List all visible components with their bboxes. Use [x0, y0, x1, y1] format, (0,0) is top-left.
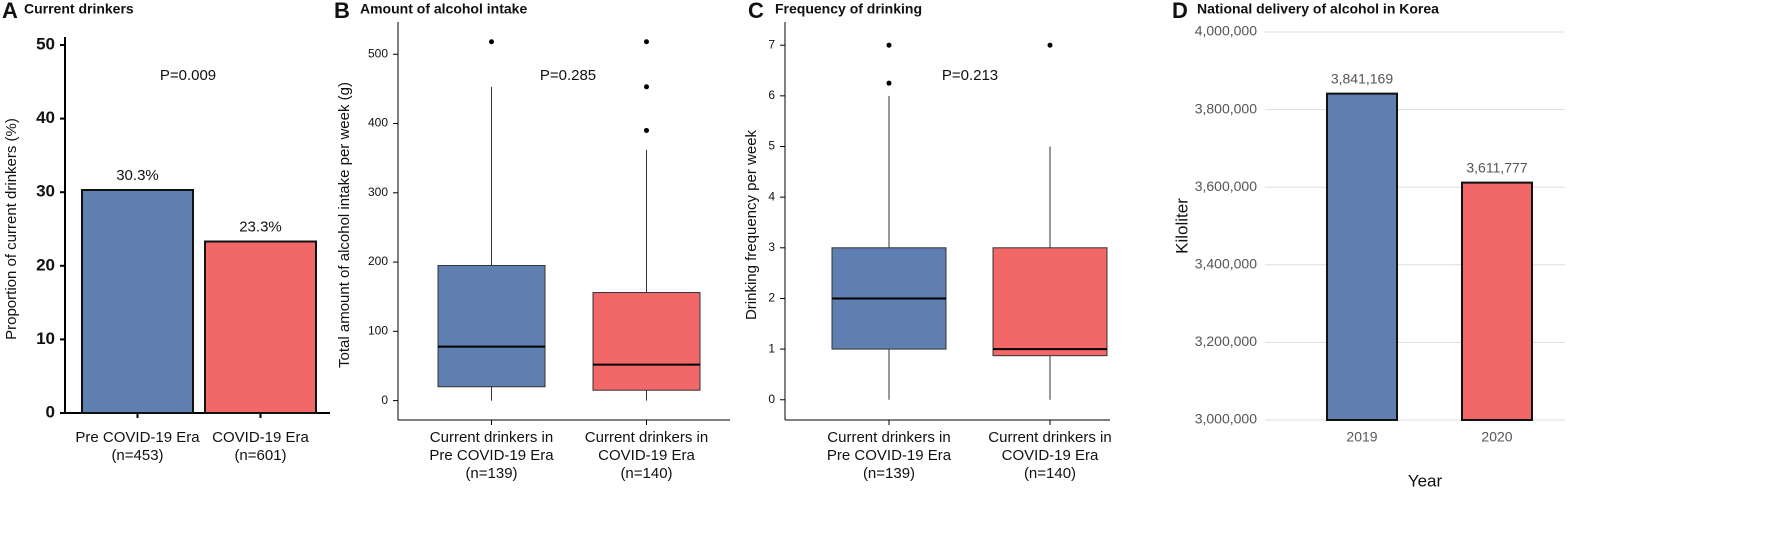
x-tick-label: Pre COVID-19 Era	[75, 429, 200, 446]
x-tick-label: (n=139)	[863, 465, 915, 482]
bar	[1326, 92, 1398, 421]
p-value: P=0.009	[160, 67, 216, 84]
outlier	[644, 127, 649, 133]
panel-letter: C	[748, 0, 764, 23]
x-tick-label: Current drinkers in	[827, 429, 950, 446]
outlier	[489, 39, 494, 45]
value-label: 23.3%	[239, 218, 282, 235]
outlier	[644, 39, 649, 45]
bar	[1461, 181, 1533, 421]
y-tick-label: 0	[46, 402, 55, 421]
y-tick-label: 500	[368, 46, 388, 60]
x-tick-label: Current drinkers in	[988, 429, 1111, 446]
y-tick-label: 5	[768, 139, 775, 153]
x-tick-label: Current drinkers in	[585, 429, 708, 446]
y-tick-label: 20	[36, 255, 55, 274]
x-tick-label: (n=140)	[620, 465, 672, 482]
y-tick-label: 40	[36, 108, 55, 127]
p-value: P=0.213	[942, 67, 998, 84]
y-tick-label: 300	[368, 185, 388, 199]
outlier	[644, 84, 649, 90]
y-tick-label: 4	[768, 189, 775, 203]
y-tick-label: 3,400,000	[1195, 256, 1257, 272]
p-value: P=0.285	[540, 67, 596, 84]
panel-title: Amount of alcohol intake	[360, 1, 527, 17]
x-tick-label: Pre COVID-19 Era	[429, 447, 554, 464]
y-tick-label: 200	[368, 254, 388, 268]
y-axis-label: Kiloliter	[1172, 198, 1191, 254]
y-tick-label: 3,200,000	[1195, 333, 1257, 349]
panel-letter: B	[334, 0, 350, 23]
value-label: 3,611,777	[1466, 159, 1527, 175]
x-tick-label: 2020	[1481, 429, 1512, 445]
x-tick-label: Current drinkers in	[430, 429, 553, 446]
outlier	[1047, 42, 1053, 48]
box	[592, 292, 701, 391]
box	[992, 247, 1108, 357]
y-tick-label: 0	[381, 393, 388, 407]
x-tick-label: COVID-19 Era	[212, 429, 309, 446]
x-tick-label: (n=453)	[111, 447, 163, 464]
y-tick-label: 7	[768, 37, 775, 51]
outlier	[886, 42, 892, 48]
value-label: 30.3%	[116, 167, 159, 184]
value-label: 3,841,169	[1331, 70, 1393, 86]
x-axis-label: Year	[1408, 471, 1443, 490]
y-tick-label: 2	[768, 291, 775, 305]
panel-title: Frequency of drinking	[775, 1, 922, 17]
bar	[204, 240, 317, 414]
y-tick-label: 3,600,000	[1195, 178, 1257, 194]
panel-letter: A	[2, 0, 18, 23]
y-tick-label: 100	[368, 324, 388, 338]
x-tick-label: 2019	[1346, 429, 1377, 445]
panel-title: Current drinkers	[24, 1, 134, 17]
y-axis-label: Proportion of current drinkers (%)	[3, 118, 20, 340]
x-tick-label: (n=601)	[234, 447, 286, 464]
y-tick-label: 30	[36, 182, 55, 201]
y-tick-label: 3,800,000	[1195, 100, 1257, 116]
y-tick-label: 3	[768, 240, 775, 254]
y-tick-label: 0	[768, 392, 775, 406]
y-tick-label: 50	[36, 34, 55, 53]
x-tick-label: COVID-19 Era	[598, 447, 695, 464]
panel-title: National delivery of alcohol in Korea	[1197, 1, 1439, 17]
x-tick-label: (n=140)	[1024, 465, 1076, 482]
x-tick-label: (n=139)	[465, 465, 517, 482]
y-axis-label: Total amount of alcohol intake per week …	[336, 82, 353, 368]
y-tick-label: 1	[768, 341, 775, 355]
y-tick-label: 6	[768, 88, 775, 102]
x-tick-label: Pre COVID-19 Era	[827, 447, 952, 464]
x-tick-label: COVID-19 Era	[1002, 447, 1099, 464]
y-tick-label: 10	[36, 329, 55, 348]
panel-letter: D	[1172, 0, 1188, 23]
y-tick-label: 3,000,000	[1195, 411, 1257, 427]
y-axis-label: Drinking frequency per week	[743, 129, 760, 320]
y-tick-label: 400	[368, 116, 388, 130]
box	[437, 265, 546, 388]
outlier	[886, 80, 892, 86]
bar	[81, 188, 194, 414]
y-tick-label: 4,000,000	[1195, 23, 1257, 39]
